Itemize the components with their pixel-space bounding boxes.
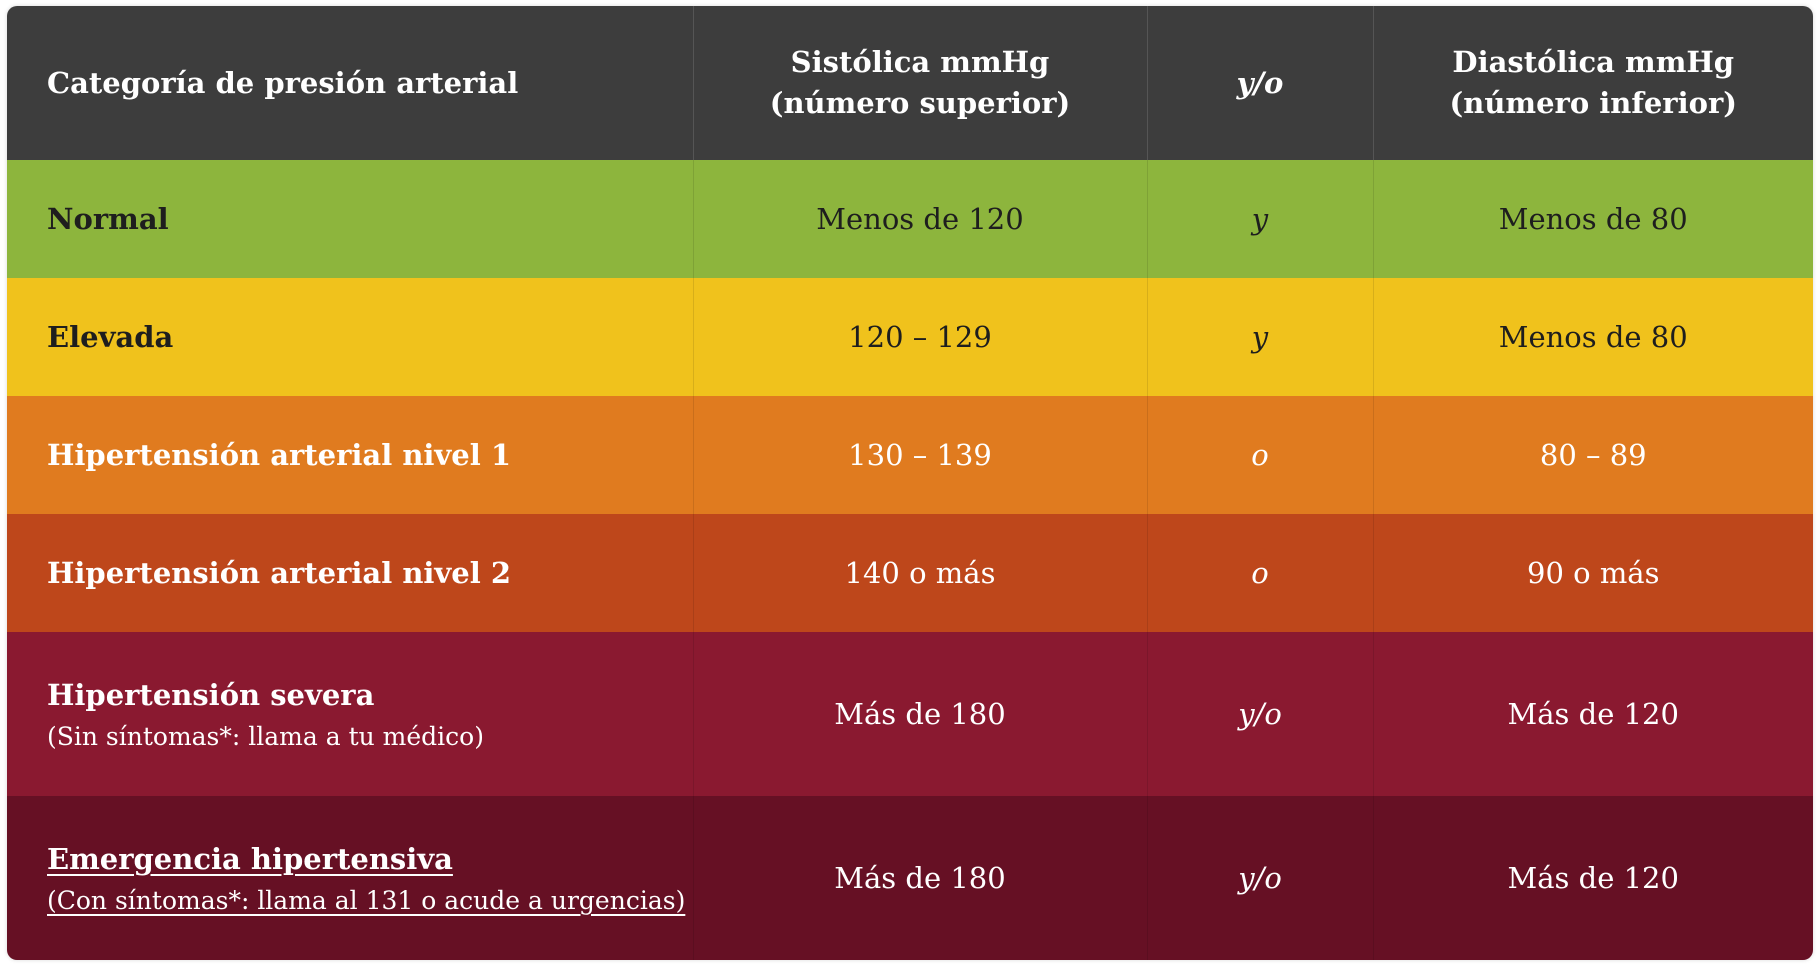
conjunction-cell: y/o: [1147, 796, 1374, 960]
conjunction-cell: y/o: [1147, 632, 1374, 796]
diastolic-cell: 90 o más: [1527, 556, 1660, 590]
diastolic-cell: 80 – 89: [1539, 438, 1647, 472]
header-diastolic: Diastólica mmHg (número inferior): [1373, 6, 1813, 160]
category-cell: Hipertensión arterial nivel 2: [7, 514, 694, 632]
header-systolic-line1: Sistólica mmHg: [790, 45, 1050, 79]
table-row-emergency: Emergencia hipertensiva (Con síntomas*: …: [7, 796, 1813, 960]
conjunction-cell: y: [1147, 278, 1374, 396]
diastolic-cell: Menos de 80: [1498, 320, 1688, 354]
header-diastolic-line1: Diastólica mmHg: [1452, 45, 1735, 79]
header-systolic: Sistólica mmHg (número superior): [693, 6, 1148, 160]
table-row-stage-1: Hipertensión arterial nivel 1 130 – 139 …: [7, 396, 1813, 514]
blood-pressure-table: Categoría de presión arterial Sistólica …: [7, 6, 1813, 960]
header-category: Categoría de presión arterial: [7, 6, 694, 160]
conjunction-cell: o: [1147, 396, 1374, 514]
conjunction-cell: o: [1147, 514, 1374, 632]
diastolic-cell: Menos de 80: [1498, 202, 1688, 236]
table-row-severe: Hipertensión severa (Sin síntomas*: llam…: [7, 632, 1813, 796]
emergency-link[interactable]: Emergencia hipertensiva: [47, 841, 453, 876]
table-header-row: Categoría de presión arterial Sistólica …: [7, 6, 1813, 160]
conjunction-cell: y: [1147, 160, 1374, 278]
category-cell: Hipertensión arterial nivel 1: [7, 396, 694, 514]
diastolic-cell: Más de 120: [1507, 861, 1679, 895]
header-systolic-line2: (número superior): [769, 86, 1071, 120]
category-note: (Sin síntomas*: llama a tu médico): [47, 721, 484, 751]
blood-pressure-table-container: Categoría de presión arterial Sistólica …: [7, 6, 1813, 960]
category-cell: Hipertensión severa (Sin síntomas*: llam…: [7, 632, 694, 796]
table-row-stage-2: Hipertensión arterial nivel 2 140 o más …: [7, 514, 1813, 632]
systolic-cell: Más de 180: [693, 632, 1148, 796]
category-cell: Elevada: [7, 278, 694, 396]
systolic-cell: 130 – 139: [693, 396, 1148, 514]
category-cell: Normal: [7, 160, 694, 278]
category-label: Hipertensión severa: [47, 677, 375, 712]
systolic-cell: 120 – 129: [693, 278, 1148, 396]
systolic-cell: 140 o más: [693, 514, 1148, 632]
category-cell-link[interactable]: Emergencia hipertensiva (Con síntomas*: …: [7, 796, 694, 960]
systolic-cell: Menos de 120: [693, 160, 1148, 278]
emergency-note-link[interactable]: (Con síntomas*: llama al 131 o acude a u…: [47, 885, 686, 915]
systolic-cell: Más de 180: [693, 796, 1148, 960]
table-row-normal: Normal Menos de 120 y Menos de 80: [7, 160, 1813, 278]
header-diastolic-line2: (número inferior): [1449, 86, 1737, 120]
header-conjunction: y/o: [1147, 6, 1374, 160]
table-row-elevated: Elevada 120 – 129 y Menos de 80: [7, 278, 1813, 396]
diastolic-cell: Más de 120: [1507, 697, 1679, 731]
